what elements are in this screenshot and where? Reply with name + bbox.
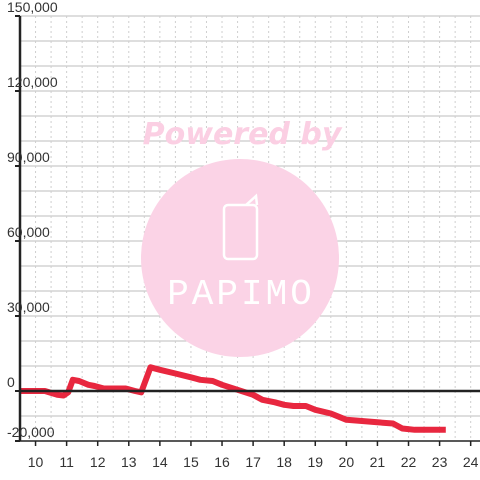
axes [15, 15, 480, 446]
tick-labels: -20,000 0 30,000 60,000 90,000 120,000 150,000… [7, 0, 479, 470]
x-tick-label: 19 [307, 454, 323, 470]
series-line-0 [20, 364, 446, 433]
y-tick-label: 90,000 [7, 149, 50, 165]
x-tick-label: 24 [463, 454, 479, 470]
x-tick-label: 18 [276, 454, 292, 470]
x-tick-label: 20 [339, 454, 355, 470]
phone-icon [222, 193, 259, 261]
y-tick-label: 30,000 [7, 299, 50, 315]
watermark: Powered by PAPIMO [141, 117, 343, 357]
y-tick-label: 60,000 [7, 224, 50, 240]
x-tick-label: 11 [59, 454, 74, 470]
x-tick-label: 15 [183, 454, 199, 470]
watermark-text-papimo: PAPIMO [167, 274, 315, 315]
y-tick-label: 120,000 [7, 74, 58, 90]
x-tick-label: 23 [432, 454, 448, 470]
x-tick-label: 12 [90, 454, 106, 470]
watermark-text-powered-by: Powered by [143, 117, 343, 152]
y-tick-label: 0 [7, 374, 15, 390]
x-tick-label: 17 [245, 454, 261, 470]
y-tick-label: 150,000 [7, 0, 58, 15]
x-tick-label: 13 [121, 454, 137, 470]
x-tick-label: 21 [370, 454, 386, 470]
x-tick-label: 16 [214, 454, 230, 470]
x-tick-label: 14 [152, 454, 168, 470]
grid [20, 15, 480, 442]
y-tick-label: -20,000 [7, 424, 55, 440]
series-layer [20, 364, 446, 433]
x-tick-label: 22 [401, 454, 417, 470]
x-tick-label: 10 [28, 454, 44, 470]
